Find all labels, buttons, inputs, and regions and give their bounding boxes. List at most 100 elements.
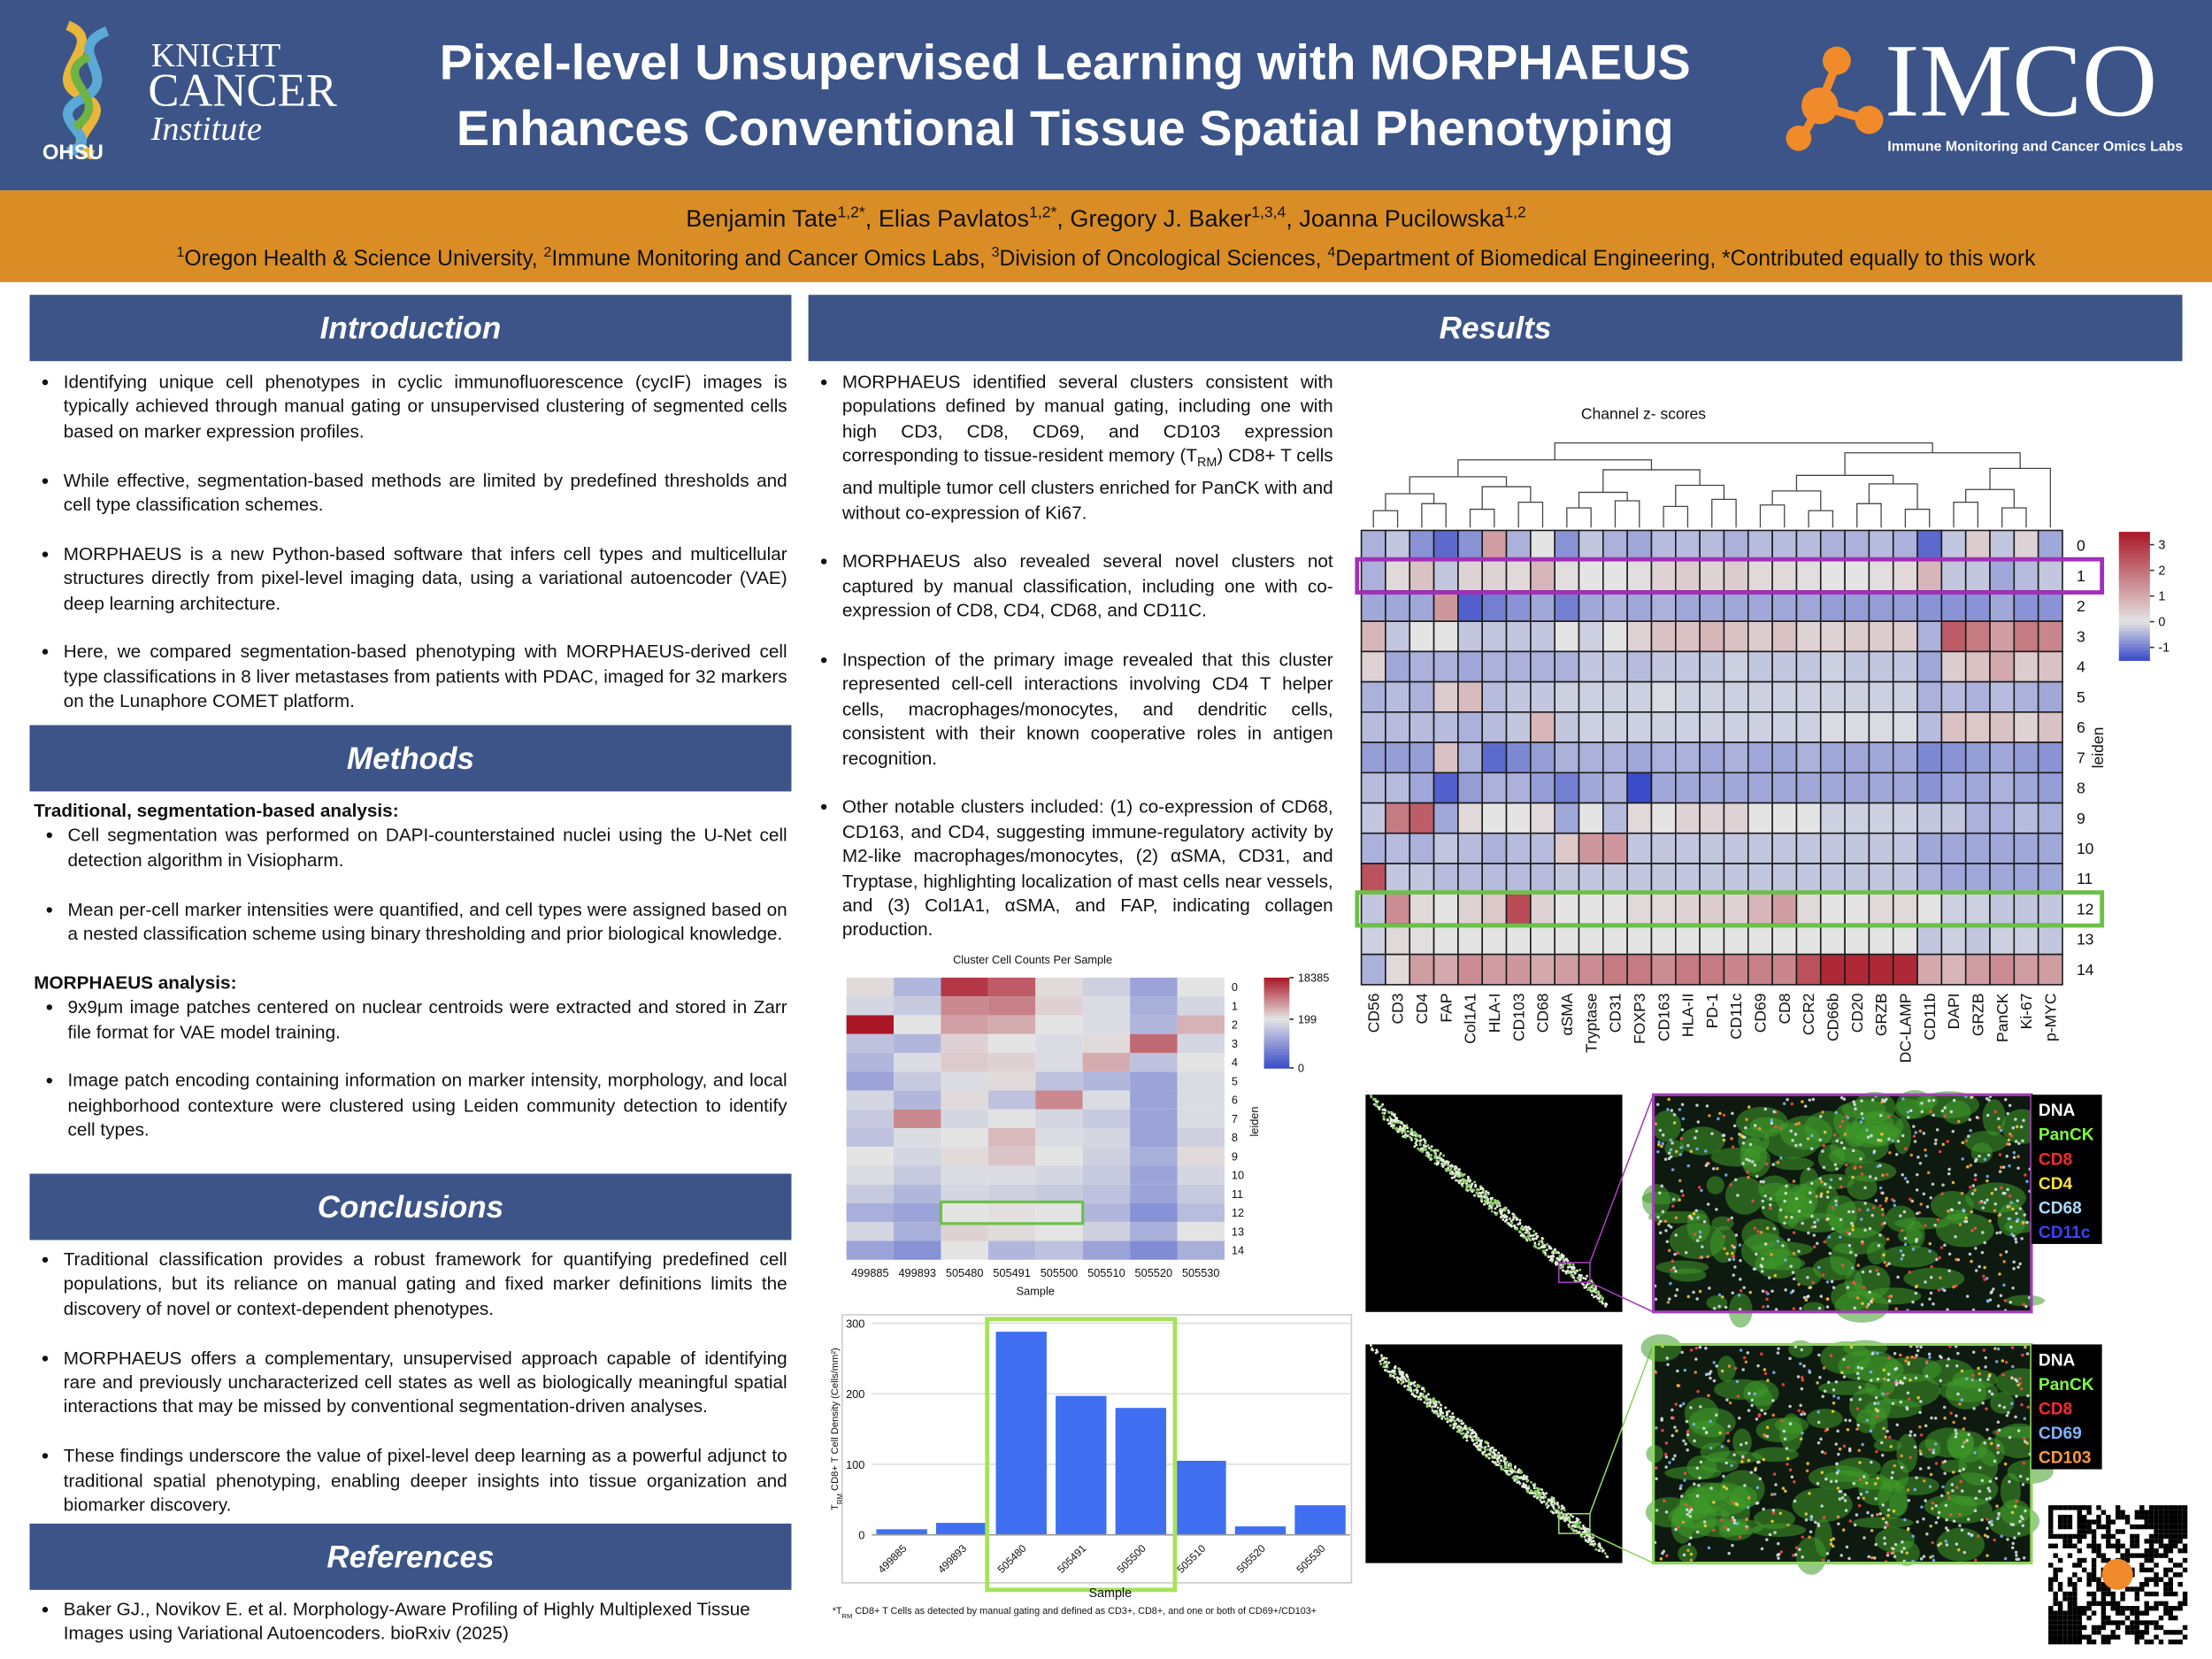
cell-dot — [1678, 1153, 1683, 1156]
cell-dot — [1878, 1512, 1882, 1516]
qr-module — [2144, 1567, 2149, 1573]
cell-dot — [2018, 1474, 2023, 1479]
cell-dot — [1924, 1499, 1927, 1502]
tissue-dot — [1450, 1176, 1454, 1179]
colorbar-step — [1263, 1007, 1290, 1010]
tissue-dot — [1564, 1271, 1568, 1275]
cell-dot — [1960, 1489, 1964, 1493]
qr-module — [2072, 1601, 2078, 1607]
cell-dot — [1907, 1363, 1910, 1366]
cell-dot — [1732, 1124, 1737, 1128]
tissue-dot — [1585, 1286, 1588, 1289]
cell-dot — [1928, 1448, 1932, 1452]
cell-dot — [1749, 1471, 1754, 1474]
cell-dot — [1733, 1265, 1737, 1269]
dendrogram-link — [1711, 498, 1737, 528]
cell-dot — [1916, 1395, 1920, 1400]
cell-dot — [1851, 1148, 1855, 1153]
tissue-dot — [1533, 1243, 1537, 1247]
qr-module — [2062, 1620, 2068, 1625]
tissue-dot — [1509, 1217, 1511, 1220]
tissue-dot — [1541, 1242, 1545, 1246]
cell-dot — [1947, 1357, 1951, 1361]
heatmap-cell — [1819, 741, 1846, 774]
cell-dot — [1973, 1226, 1978, 1230]
cell-dot — [1776, 1161, 1780, 1164]
heatmap-cell — [1385, 923, 1411, 956]
column-label: 505510 — [1087, 1266, 1125, 1279]
legend-entry: CD11c — [2039, 1224, 2091, 1242]
tissue-dot — [1562, 1256, 1565, 1259]
subscript: RM — [1197, 455, 1217, 470]
column-label: DAPI — [1945, 993, 1962, 1029]
legend-entry: CD69 — [2039, 1425, 2082, 1443]
tissue-dot — [1416, 1391, 1419, 1394]
cell-dot — [1797, 1409, 1801, 1413]
cell-dot — [1870, 1098, 1875, 1102]
tissue-dot — [1405, 1124, 1409, 1127]
heatmap-cell — [1819, 650, 1846, 683]
heatmap-cell — [1844, 832, 1870, 864]
cell-dot — [1860, 1172, 1864, 1176]
qr-module — [2163, 1505, 2169, 1510]
cell-dot — [1981, 1206, 1985, 1210]
tissue-dot — [1454, 1419, 1456, 1423]
qr-module — [2053, 1634, 2058, 1640]
tissue-dot — [1540, 1501, 1543, 1504]
heatmap-cell — [1964, 620, 1991, 653]
cell-dot — [1993, 1347, 1997, 1350]
cell-dot — [1847, 1448, 1852, 1453]
tissue-blob — [1874, 1527, 1915, 1553]
cell-dot — [1876, 1415, 1879, 1418]
tissue-blob — [1679, 1126, 1725, 1156]
tissue-dot — [1415, 1143, 1418, 1147]
qr-module — [2115, 1515, 2121, 1520]
colorbar-step — [1263, 1041, 1290, 1044]
heatmap-cell — [1602, 893, 1628, 926]
qr-module — [2158, 1601, 2164, 1607]
affil-text: Division of Oncological Sciences, — [999, 247, 1328, 272]
cell-dot — [1676, 1369, 1679, 1373]
tissue-dot — [1598, 1294, 1601, 1297]
cell-dot — [1826, 1380, 1831, 1385]
cell-dot — [1799, 1437, 1803, 1441]
heatmap-cell — [1940, 559, 1967, 592]
heatmap-cell — [1082, 996, 1131, 1016]
cell-dot — [1674, 1527, 1678, 1532]
column-label: CD56 — [1364, 993, 1382, 1033]
heatmap-cell — [1868, 832, 1894, 864]
qr-module — [2148, 1519, 2154, 1525]
qr-module — [2115, 1539, 2121, 1544]
tissue-dot — [1459, 1171, 1463, 1175]
cell-dot — [1731, 1501, 1735, 1504]
cell-dot — [1894, 1307, 1898, 1311]
tissue-blob — [1965, 1182, 2026, 1214]
heatmap-cell — [1892, 772, 1918, 804]
heatmap-cell — [1916, 953, 1943, 986]
tissue-dot — [1505, 1460, 1509, 1463]
heatmap-cell — [1409, 832, 1435, 864]
cell-dot — [1876, 1476, 1880, 1480]
cell-dot — [1886, 1372, 1891, 1376]
cell-dot — [1657, 1141, 1661, 1144]
tissue-dot — [1445, 1414, 1448, 1417]
bullet-list: MORPHAEUS identified several clusters co… — [809, 370, 1333, 942]
heatmap-cell — [2013, 590, 2039, 622]
heatmap-cell — [1432, 802, 1459, 834]
affil-number: 1 — [176, 245, 185, 261]
cell-dot — [1736, 1394, 1740, 1398]
tissue-dot — [1581, 1524, 1585, 1527]
tissue-dot — [1413, 1131, 1417, 1133]
heatmap-cell — [1675, 741, 1701, 774]
cell-dot — [1874, 1199, 1878, 1202]
heatmap-cell — [1844, 772, 1870, 804]
heatmap-cell — [1916, 650, 1943, 683]
cell-dot — [1700, 1188, 1703, 1193]
cell-dot — [1919, 1557, 1924, 1561]
cell-dot — [1771, 1413, 1776, 1417]
cell-dot — [1958, 1469, 1962, 1473]
qr-module — [2062, 1524, 2068, 1530]
tissue-dot — [1385, 1356, 1388, 1360]
qr-module — [2182, 1567, 2188, 1573]
cell-dot — [1939, 1276, 1942, 1279]
